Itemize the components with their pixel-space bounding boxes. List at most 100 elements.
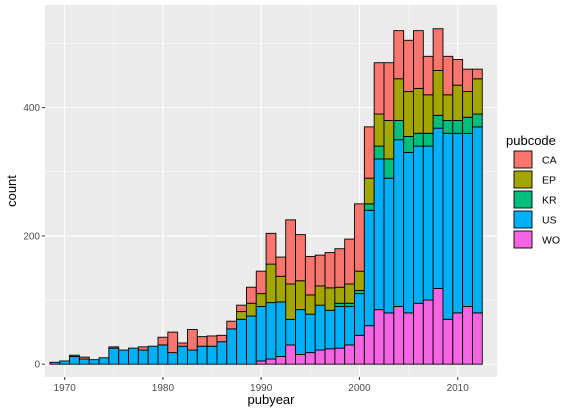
- bar-segment-kr: [462, 116, 473, 134]
- bar-segment-ep: [314, 285, 326, 306]
- bar-segment-ca: [452, 59, 464, 86]
- bar-segment-us: [147, 345, 159, 365]
- bar-segment-us: [452, 132, 464, 314]
- bar-segment-ep: [393, 78, 405, 121]
- bar-segment-us: [157, 344, 169, 365]
- bar-segment-us: [196, 345, 208, 365]
- bar-segment-kr: [383, 158, 395, 179]
- legend: pubcode CA EP KR US WO: [506, 133, 560, 249]
- bar-segment-ca: [422, 55, 434, 96]
- bar-segment-wo: [442, 318, 454, 365]
- y-tick-label: 400: [23, 103, 40, 114]
- bar-segment-wo: [452, 312, 464, 365]
- bar-segment-kr: [452, 119, 464, 134]
- bar-segment-ca: [69, 354, 80, 357]
- bar-segment-ca: [187, 329, 198, 351]
- bar-segment-us: [226, 328, 238, 365]
- bar-segment-ep: [245, 302, 257, 317]
- bar-segment-wo: [314, 349, 326, 365]
- bar-segment-kr: [344, 302, 355, 307]
- bar-segment-ca: [285, 219, 297, 285]
- bar-segment-us: [304, 313, 316, 354]
- bar-segment-kr: [334, 302, 346, 307]
- bar-segment-wo: [295, 354, 306, 365]
- bar-segment-wo: [403, 312, 414, 365]
- bar-segment-ca: [226, 320, 238, 330]
- bar-segment-us: [354, 293, 365, 336]
- bar-segment-ep: [324, 287, 336, 311]
- bar-segment-ca: [177, 342, 188, 347]
- bar-segment-us: [295, 309, 306, 356]
- bar-segment-us: [245, 315, 257, 365]
- legend-label-us: US: [542, 215, 557, 227]
- bar-segment-wo: [265, 358, 277, 365]
- bar-segment-us: [393, 139, 405, 307]
- legend-key-ca: [513, 150, 533, 169]
- bar-segment-ep: [354, 270, 365, 291]
- bar-segment-ca: [324, 252, 336, 289]
- legend-key-kr: [513, 190, 533, 209]
- legend-key-ep: [513, 170, 533, 189]
- bar-segment-ca: [78, 356, 90, 360]
- bar-segment-ca: [304, 255, 316, 296]
- bar-segment-us: [98, 357, 110, 365]
- bar-segment-kr: [403, 136, 414, 153]
- bar-segment-ca: [137, 346, 149, 351]
- bar-segment-wo: [255, 360, 267, 365]
- bar-segment-ca: [363, 126, 375, 179]
- bar-segment-ca: [167, 331, 179, 354]
- x-axis-title: pubyear: [248, 392, 296, 407]
- bar-segment-ep: [363, 177, 375, 205]
- bar-segment-us: [216, 341, 228, 365]
- bar-segment-kr: [363, 203, 375, 211]
- bar-segment-ca: [373, 62, 385, 115]
- bar-segment-us: [177, 345, 188, 365]
- bar-segment-us: [383, 177, 395, 314]
- bar-segment-ep: [471, 78, 483, 115]
- bar-segment-wo: [383, 312, 395, 365]
- bar-segment-wo: [354, 334, 365, 365]
- bar-segment-us: [363, 209, 375, 327]
- bar-segment-wo: [373, 309, 385, 365]
- y-axis-ticks: 0 200 400: [23, 103, 45, 371]
- bar-segment-kr: [442, 119, 454, 134]
- bar-segment-ca: [413, 30, 424, 89]
- bar-segment-us: [373, 158, 385, 311]
- x-tick-label: 1990: [250, 383, 273, 394]
- y-axis-title: count: [4, 175, 19, 207]
- bar-segment-us: [255, 305, 267, 362]
- bar-segment-ca: [334, 248, 346, 288]
- bar-segment-wo: [471, 312, 483, 365]
- x-tick-label: 2010: [447, 383, 470, 394]
- bar-segment-ca: [236, 304, 247, 313]
- bar-segment-wo: [304, 352, 316, 365]
- x-axis-ticks: 1970 1980 1990 2000 2010: [54, 377, 470, 394]
- bar-segment-ep: [265, 263, 277, 304]
- bar-segment-ca: [157, 336, 169, 346]
- bar-segment-us: [442, 132, 454, 320]
- bar-segment-us: [128, 347, 139, 365]
- bar-segment-us: [432, 127, 444, 289]
- bar-segment-us: [324, 309, 336, 350]
- bar-segment-ep: [462, 91, 473, 118]
- bar-segment-us: [334, 305, 346, 349]
- bar-segment-ep: [236, 311, 247, 320]
- bar-segment-kr: [373, 145, 385, 160]
- bar-segment-ep: [373, 113, 385, 147]
- bars-layer: [49, 28, 483, 365]
- bar-segment-ca: [275, 256, 287, 277]
- bar-segment-us: [413, 145, 424, 304]
- bar-segment-ca: [393, 30, 405, 80]
- bar-segment-wo: [344, 344, 355, 365]
- legend-title: pubcode: [506, 133, 556, 148]
- bar-segment-wo: [462, 305, 473, 365]
- bar-segment-ca: [403, 39, 414, 93]
- bar-segment-wo: [393, 305, 405, 365]
- bar-segment-ep: [304, 294, 316, 315]
- bar-segment-wo: [413, 302, 424, 365]
- bar-segment-us: [78, 358, 90, 365]
- bar-segment-us: [265, 302, 277, 360]
- bar-segment-ep: [334, 286, 346, 304]
- bar-segment-kr: [413, 132, 424, 147]
- bar-segment-us: [69, 356, 80, 365]
